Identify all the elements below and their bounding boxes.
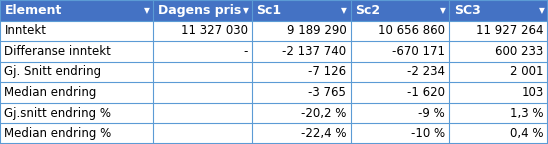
Bar	[153, 82, 252, 103]
Text: 2 001: 2 001	[510, 66, 544, 78]
Bar	[0, 82, 153, 103]
Bar	[351, 62, 449, 82]
Text: 0,4 %: 0,4 %	[510, 127, 544, 140]
Text: Inntekt: Inntekt	[4, 24, 47, 37]
Bar	[449, 41, 548, 62]
Bar	[449, 123, 548, 144]
Text: ▼: ▼	[341, 6, 347, 15]
Bar	[153, 123, 252, 144]
Bar	[0, 21, 153, 41]
Bar	[153, 62, 252, 82]
Bar	[449, 0, 548, 21]
Text: Gj.snitt endring %: Gj.snitt endring %	[4, 107, 111, 120]
Bar	[153, 41, 252, 62]
Text: Sc2: Sc2	[355, 4, 380, 17]
Text: Element: Element	[4, 4, 62, 17]
Text: -22,4 %: -22,4 %	[301, 127, 346, 140]
Bar	[252, 123, 351, 144]
Text: SC3: SC3	[454, 4, 481, 17]
Bar	[351, 82, 449, 103]
Text: ▼: ▼	[144, 6, 150, 15]
Text: -1 620: -1 620	[407, 86, 445, 99]
Bar	[252, 103, 351, 123]
Bar	[252, 82, 351, 103]
Bar	[252, 21, 351, 41]
Text: Gj. Snitt endring: Gj. Snitt endring	[4, 66, 101, 78]
Text: -3 765: -3 765	[309, 86, 346, 99]
Text: -2 234: -2 234	[407, 66, 445, 78]
Text: 1,3 %: 1,3 %	[510, 107, 544, 120]
Bar	[449, 82, 548, 103]
Text: 103: 103	[521, 86, 544, 99]
Bar	[252, 41, 351, 62]
Text: -7 126: -7 126	[308, 66, 346, 78]
Bar	[153, 0, 252, 21]
Bar	[252, 0, 351, 21]
Text: Dagens pris: Dagens pris	[158, 4, 241, 17]
Text: -: -	[243, 45, 248, 58]
Text: 9 189 290: 9 189 290	[287, 24, 346, 37]
Text: 11 327 030: 11 327 030	[181, 24, 248, 37]
Bar	[351, 41, 449, 62]
Bar	[0, 0, 153, 21]
Bar	[449, 103, 548, 123]
Text: Median endring: Median endring	[4, 86, 97, 99]
Bar	[351, 0, 449, 21]
Text: ▼: ▼	[243, 6, 248, 15]
Text: -20,2 %: -20,2 %	[301, 107, 346, 120]
Bar	[351, 103, 449, 123]
Text: Differanse inntekt: Differanse inntekt	[4, 45, 111, 58]
Text: 10 656 860: 10 656 860	[378, 24, 445, 37]
Bar	[449, 62, 548, 82]
Text: Median endring %: Median endring %	[4, 127, 112, 140]
Bar	[351, 21, 449, 41]
Bar	[0, 123, 153, 144]
Text: -9 %: -9 %	[418, 107, 445, 120]
Text: 11 927 264: 11 927 264	[476, 24, 544, 37]
Text: -2 137 740: -2 137 740	[282, 45, 346, 58]
Text: 600 233: 600 233	[495, 45, 544, 58]
Bar	[351, 123, 449, 144]
Bar	[0, 41, 153, 62]
Text: -10 %: -10 %	[411, 127, 445, 140]
Bar	[153, 103, 252, 123]
Bar	[0, 62, 153, 82]
Text: ▼: ▼	[440, 6, 446, 15]
Bar	[252, 62, 351, 82]
Text: -670 171: -670 171	[392, 45, 445, 58]
Text: Sc1: Sc1	[256, 4, 282, 17]
Text: ▼: ▼	[539, 6, 544, 15]
Bar	[449, 21, 548, 41]
Bar	[0, 103, 153, 123]
Bar	[153, 21, 252, 41]
